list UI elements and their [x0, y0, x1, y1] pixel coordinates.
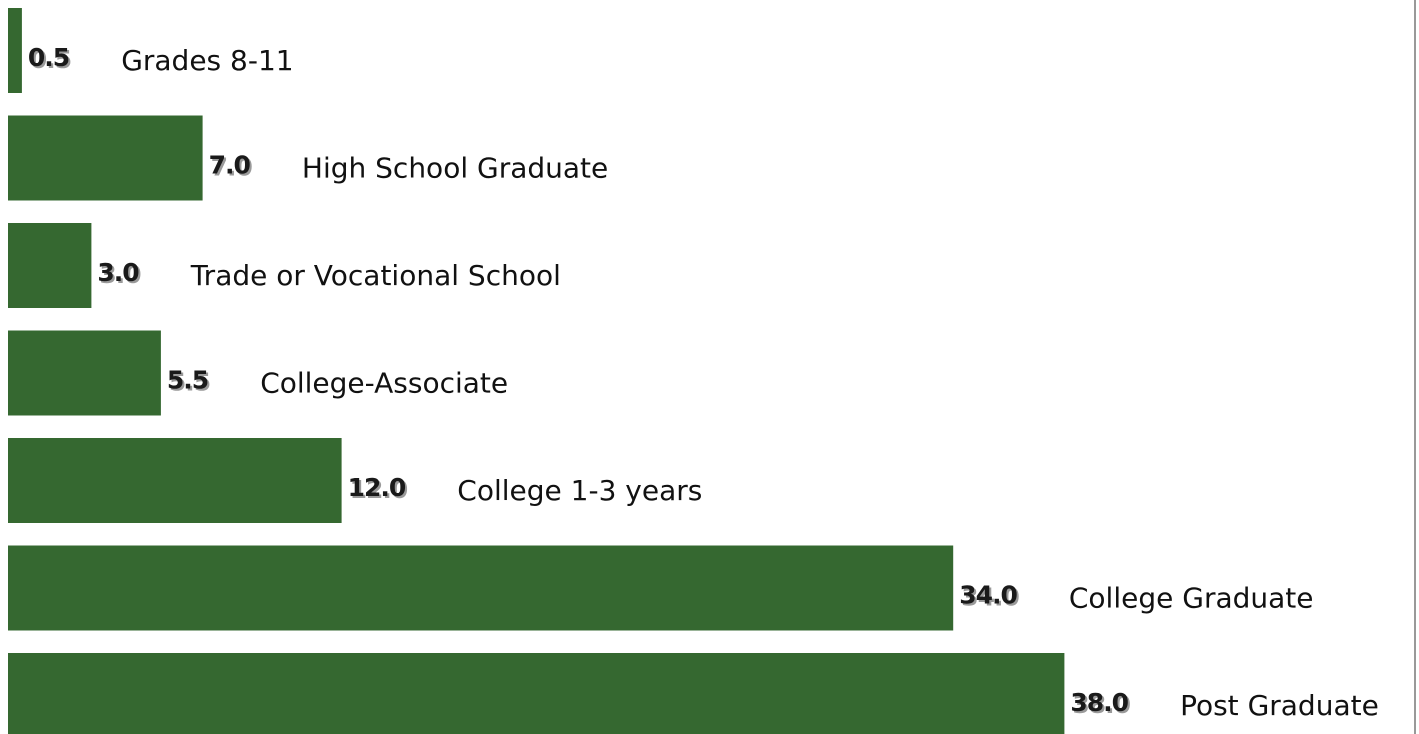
category-label: College Graduate: [1069, 582, 1314, 615]
value-label: 3.0: [97, 258, 139, 287]
value-label-shadow: 12.0: [350, 475, 408, 504]
bar-row: 0.50.5 Grades 8-11: [8, 8, 294, 93]
bar: [8, 545, 954, 631]
bar-row: 34.034.0 College Graduate: [8, 545, 1314, 631]
value-label: 38.0: [1070, 688, 1128, 717]
value-label-shadow: 38.0: [1072, 690, 1130, 719]
bar-row: 3.03.0 Trade or Vocational School: [8, 223, 561, 308]
value-label-shadow: 34.0: [961, 583, 1019, 612]
bar: [8, 8, 22, 93]
value-label-shadow: 3.0: [99, 260, 141, 289]
bar: [8, 223, 92, 308]
value-label-shadow: 0.5: [30, 45, 71, 74]
bar-row: 38.038.0 Post Graduate: [8, 653, 1379, 734]
category-label: Post Graduate: [1180, 689, 1379, 722]
category-label: Grades 8-11: [121, 44, 293, 77]
category-label: College 1-3 years: [457, 474, 702, 507]
bars-layer: 0.50.5 Grades 8-117.07.0 High School Gradu…: [8, 8, 1379, 734]
bar-row: 12.012.0 College 1-3 years: [8, 438, 702, 523]
bar-row: 5.55.5 College-Associate: [8, 330, 508, 416]
bar: [8, 330, 161, 416]
value-label: 5.5: [167, 366, 208, 395]
value-label-shadow: 7.0: [211, 153, 253, 182]
value-label: 7.0: [209, 151, 251, 180]
bar-row: 7.07.0 High School Graduate: [8, 115, 608, 201]
category-label: College-Associate: [260, 367, 508, 400]
category-label: Trade or Vocational School: [190, 259, 561, 292]
category-label: High School Graduate: [302, 152, 608, 185]
bar: [8, 438, 342, 523]
value-label-shadow: 5.5: [169, 368, 210, 397]
bar: [8, 115, 203, 201]
value-label: 0.5: [28, 43, 69, 72]
bar: [8, 653, 1065, 734]
value-label: 34.0: [959, 581, 1017, 610]
value-label: 12.0: [348, 473, 406, 502]
